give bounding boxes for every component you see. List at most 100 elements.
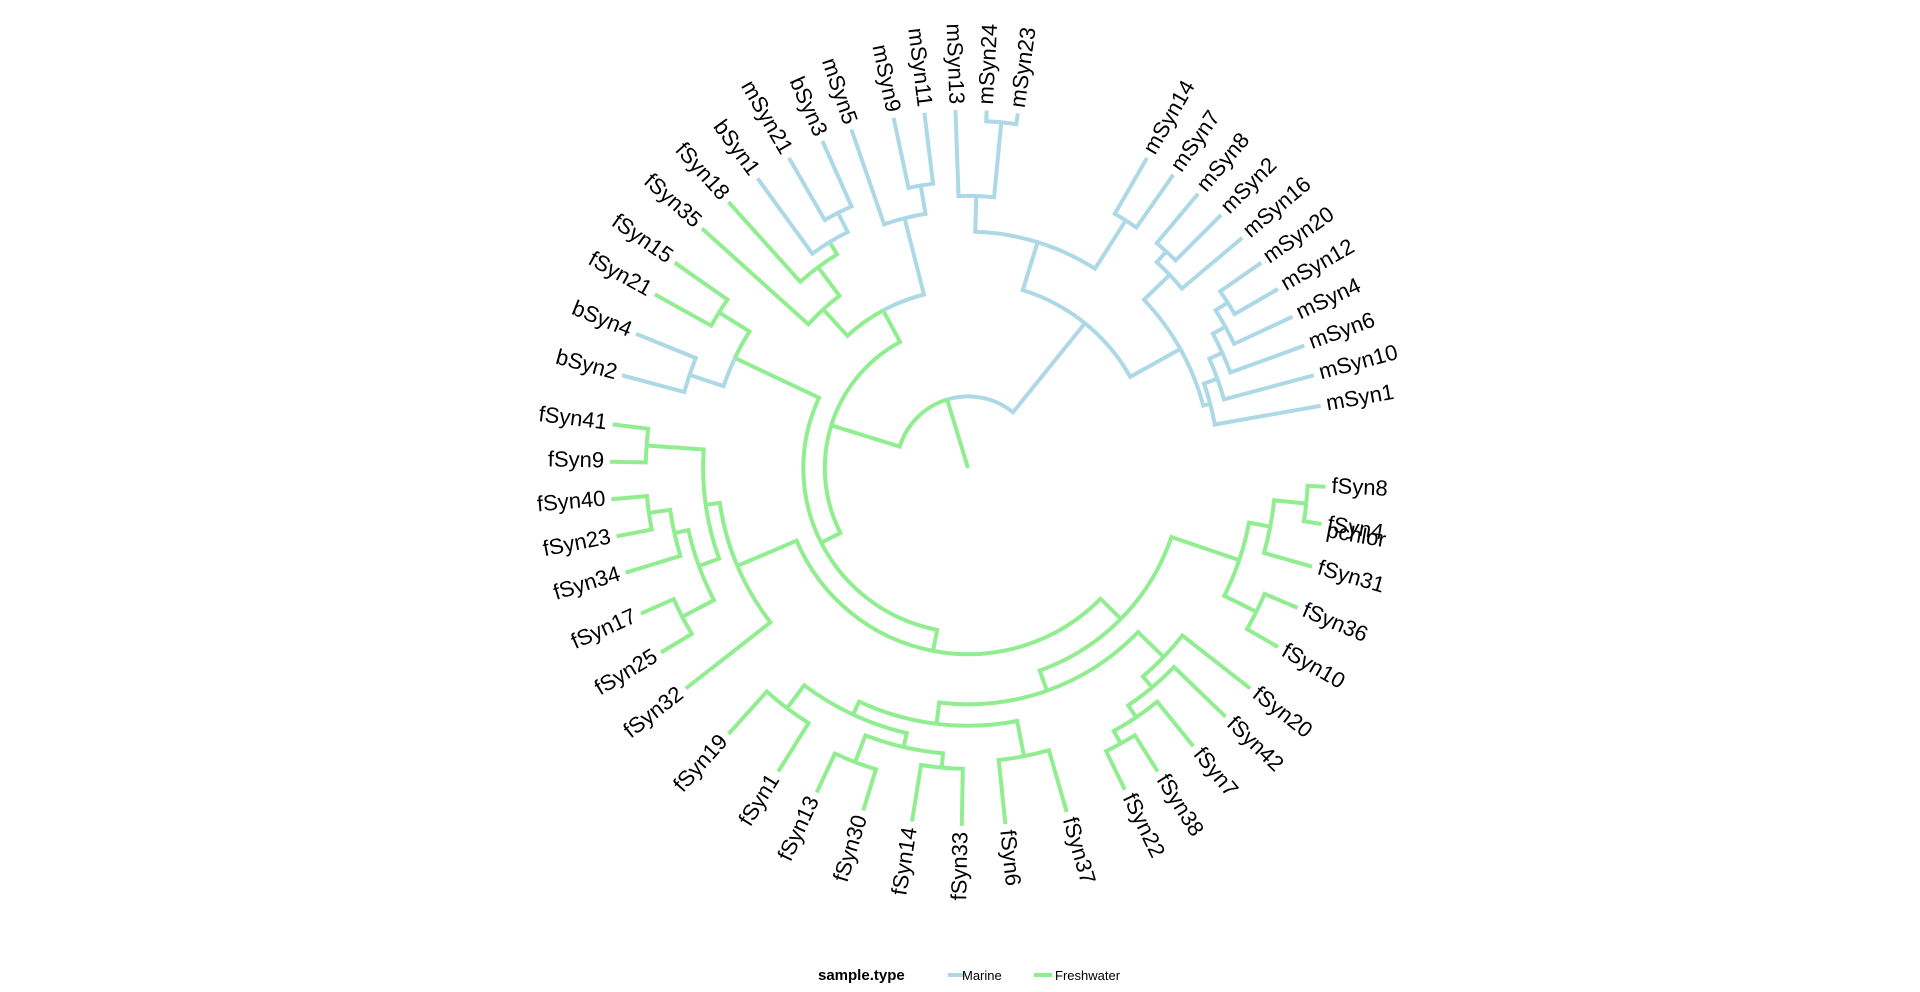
tip-label-fSyn19: fSyn19 [668, 729, 732, 797]
branch-74 [852, 712, 910, 748]
branch-60 [611, 493, 651, 514]
tip-label-fSyn7: fSyn7 [1189, 742, 1244, 801]
branch-82 [996, 754, 1025, 825]
tip-label-bSyn4: bSyn4 [569, 295, 636, 342]
tip-label-mSyn13: mSyn13 [942, 23, 970, 105]
branch-86 [1140, 655, 1166, 689]
branch-77 [854, 760, 879, 811]
legend-title: sample.type [818, 967, 905, 984]
branch-99 [1268, 497, 1307, 528]
branch-79 [910, 762, 942, 822]
branch-95 [1244, 610, 1280, 649]
branch-19 [1037, 219, 1128, 272]
tip-label-fSyn1: fSyn1 [733, 769, 784, 830]
tip-label-mSyn23: mSyn23 [1005, 26, 1041, 109]
branch-78 [903, 745, 946, 768]
branch-40 [828, 211, 851, 244]
branch-83 [1023, 747, 1069, 813]
branch-67 [932, 595, 1123, 657]
branch-15 [1153, 250, 1172, 277]
branch-72 [727, 688, 789, 736]
branch-81 [936, 718, 1026, 757]
branch-61 [616, 512, 655, 539]
branch-100 [1301, 503, 1322, 526]
branch-root-stem [945, 398, 970, 469]
branch-4 [1201, 376, 1219, 405]
tip-label-fSyn40: fSyn40 [536, 486, 606, 517]
branch-57 [698, 504, 722, 568]
branch-75 [853, 732, 905, 763]
branch-0 [946, 321, 1087, 416]
branch-92 [1135, 698, 1195, 748]
branch-76 [814, 750, 856, 794]
branch-28 [829, 309, 903, 426]
branch-32 [920, 112, 936, 188]
branch-12 [1217, 261, 1263, 304]
branch-71 [785, 682, 854, 717]
branch-35 [700, 227, 825, 328]
branch-70 [851, 698, 937, 726]
branch-13 [1141, 273, 1183, 350]
branch-6 [1206, 350, 1224, 380]
tip-label-mSyn9: mSyn9 [867, 42, 906, 114]
branch-73 [776, 706, 812, 773]
branch-23 [953, 110, 977, 199]
branch-42 [787, 156, 839, 223]
branch-64 [640, 596, 684, 618]
branch-29 [882, 217, 927, 313]
branch-66 [684, 565, 774, 690]
branch-11 [1226, 287, 1280, 317]
tip-label-fSyn22: fSyn22 [1118, 789, 1170, 862]
branch-9 [1223, 314, 1294, 347]
branch-21 [1112, 157, 1149, 223]
branch-43 [820, 424, 844, 545]
branch-94 [1221, 559, 1258, 614]
branch-84 [1046, 629, 1166, 693]
branch-89 [1111, 715, 1138, 745]
branch-101 [1304, 483, 1326, 504]
branch-26 [984, 110, 1002, 125]
branch-22 [973, 195, 1039, 245]
tip-label-fSyn33: fSyn33 [946, 832, 972, 901]
branch-98 [1261, 526, 1313, 569]
branch-5 [1215, 373, 1315, 402]
branch-18 [1020, 241, 1087, 325]
branch-62 [625, 532, 683, 575]
branch-54 [646, 443, 708, 506]
branch-2 [1178, 347, 1211, 409]
branch-80 [941, 765, 965, 826]
tip-label-fSyn36: fSyn36 [1299, 597, 1372, 647]
branch-36 [816, 266, 843, 311]
branch-96 [1254, 591, 1299, 613]
branch-38 [816, 241, 840, 269]
tip-label-fSyn32: fSyn32 [618, 681, 687, 743]
branch-63 [681, 565, 717, 619]
branch-49 [635, 332, 699, 376]
branch-58 [673, 527, 701, 567]
branch-48 [688, 357, 737, 389]
legend: sample.type Marine Freshwater [818, 967, 1121, 984]
branch-65 [660, 615, 695, 655]
tip-label-fSyn31: fSyn31 [1315, 555, 1388, 598]
tip-label-bSyn2: bSyn2 [553, 344, 620, 384]
branch-85 [1162, 632, 1252, 690]
branch-14 [1168, 236, 1244, 292]
branch-46 [673, 261, 731, 314]
tip-label-fSyn34: fSyn34 [550, 561, 623, 605]
branch-90 [1103, 741, 1127, 791]
branch-31 [904, 185, 928, 221]
tip-label-fSyn17: fSyn17 [567, 603, 640, 654]
branch-41 [820, 140, 855, 215]
branch-93 [1119, 534, 1240, 621]
branch-37 [727, 200, 820, 285]
branch-44 [734, 356, 823, 544]
branch-17 [1153, 192, 1200, 254]
branch-69 [934, 688, 1048, 725]
tip-label-fSyn41: fSyn41 [537, 401, 608, 434]
branch-10 [1212, 300, 1229, 328]
branch-34 [821, 307, 885, 339]
branch-30 [849, 128, 906, 227]
branch-25 [1001, 113, 1020, 127]
branch-68 [1037, 617, 1123, 692]
